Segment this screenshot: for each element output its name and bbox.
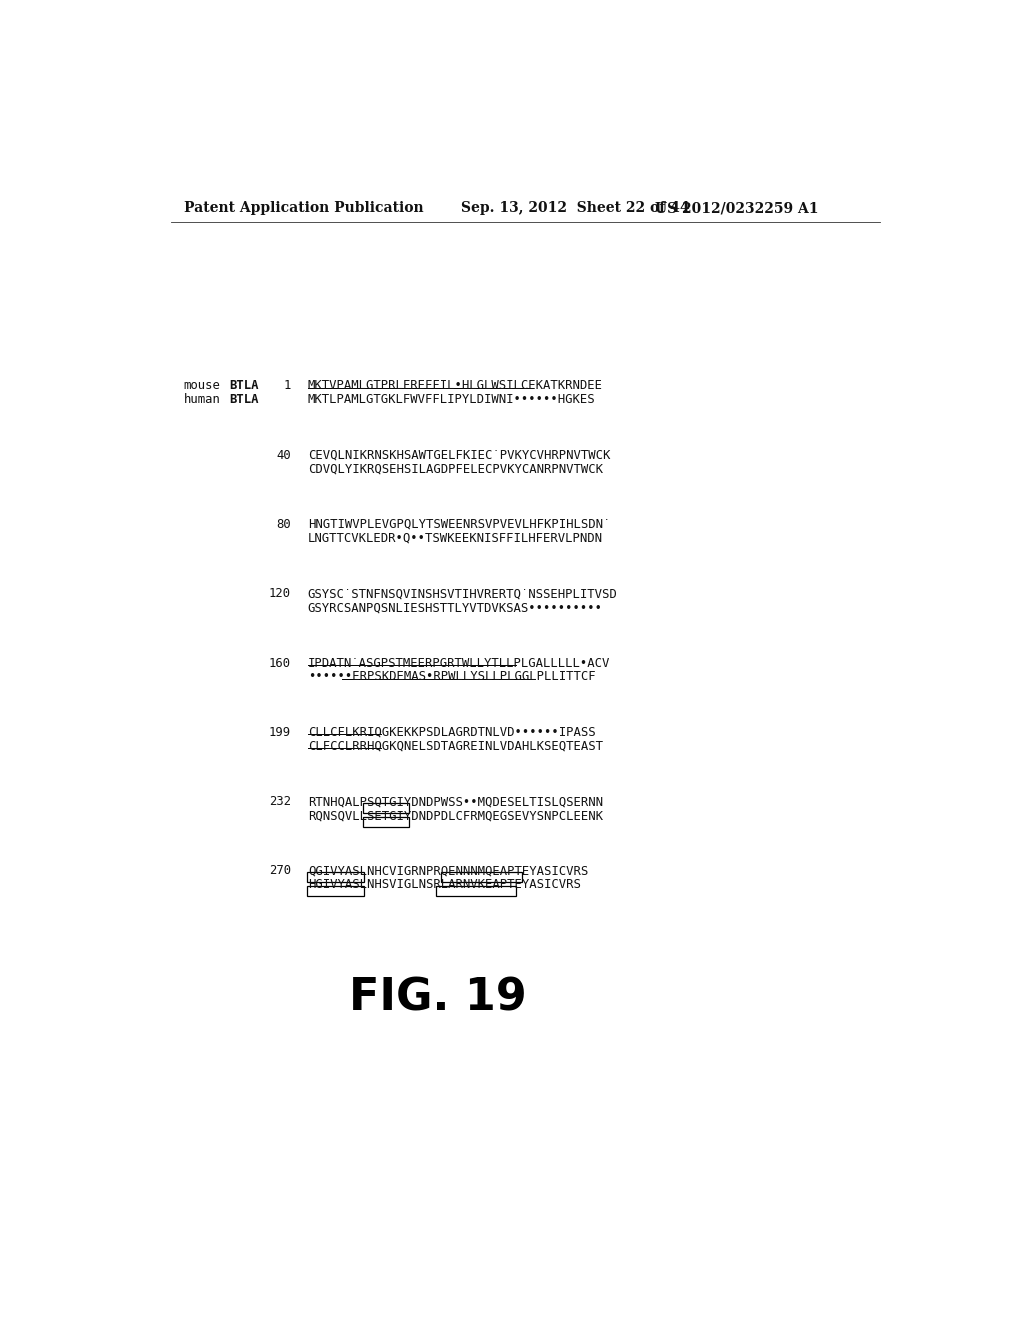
- Text: Patent Application Publication: Patent Application Publication: [183, 202, 424, 215]
- Bar: [362, 803, 410, 813]
- Text: GSYRCSANPQSNLIESHSTTLYVTDVKSAS••••••••••: GSYRCSANPQSNLIESHSTTLYVTDVKSAS••••••••••: [308, 601, 603, 614]
- Text: HGIVYASLNHSVIGLNSRLARNVKEAPTEYASICVRS: HGIVYASLNHSVIGLNSRLARNVKEAPTEYASICVRS: [308, 878, 581, 891]
- Bar: [362, 817, 410, 826]
- Text: 160: 160: [268, 656, 291, 669]
- Text: CLLCFLKRIQGKEKKPSDLAGRDTNLVD••••••IPASS: CLLCFLKRIQGKEKKPSDLAGRDTNLVD••••••IPASS: [308, 726, 595, 739]
- Text: 80: 80: [276, 517, 291, 531]
- Bar: [436, 886, 516, 896]
- Text: FIG. 19: FIG. 19: [349, 977, 527, 1019]
- Text: GSYSĊSTNFNSQVINSHSVTIHVRERTQ̇NSSEHPLITVSD: GSYSĊSTNFNSQVINSHSVTIHVRERTQ̇NSSEHPLITV…: [308, 587, 617, 601]
- Text: BTLA: BTLA: [228, 379, 258, 392]
- Text: 232: 232: [268, 795, 291, 808]
- Text: mouse: mouse: [183, 379, 221, 392]
- Text: CEVQLNIKRNSKHSAWTGELFKIEĊPVKYCVHRPNVTWCK: CEVQLNIKRNSKHSAWTGELFKIEĊPVKYCVHRPNVTWC…: [308, 449, 610, 462]
- Text: MKTVPAMLGTPRLFREFFIL•HLGLWSILCEKATKRNDEE: MKTVPAMLGTPRLFREFFIL•HLGLWSILCEKATKRNDEE: [308, 379, 603, 392]
- Text: CDVQLYIKRQSEHSILAGDPFELECPVKYCANRPNVTWCK: CDVQLYIKRQSEHSILAGDPFELECPVKYCANRPNVTWCK: [308, 462, 603, 475]
- Text: RQNSQVLLSETGIYDNDPDLCFRMQEGSEVYSNPCLEENK: RQNSQVLLSETGIYDNDPDLCFRMQEGSEVYSNPCLEENK: [308, 809, 603, 822]
- Text: ••••••ERPSKDEMAS•RPWLLYSLLPLGGLPLLITTCF: ••••••ERPSKDEMAS•RPWLLYSLLPLGGLPLLITTCF: [308, 671, 595, 684]
- Text: Sep. 13, 2012  Sheet 22 of 44: Sep. 13, 2012 Sheet 22 of 44: [461, 202, 690, 215]
- Text: CLFCCLRRHQGKQNELSDTAGREINLVDAHLKSEQTEAST: CLFCCLRRHQGKQNELSDTAGREINLVDAHLKSEQTEAST: [308, 739, 603, 752]
- Text: 1: 1: [284, 379, 291, 392]
- Bar: [306, 886, 365, 896]
- Text: 40: 40: [276, 449, 291, 462]
- Text: HNGTIWVPLEVGPQLYTSWEENRSVPVEVLHFKPIHLSDṄ: HNGTIWVPLEVGPQLYTSWEENRSVPVEVLHFKPIHLSDN…: [308, 517, 610, 531]
- Text: BTLA: BTLA: [228, 393, 258, 407]
- Text: 270: 270: [268, 865, 291, 878]
- Text: US 2012/0232259 A1: US 2012/0232259 A1: [655, 202, 818, 215]
- Text: QGIVYASLNHCVIGRNPRQENNNMQEAPTEYASICVRS: QGIVYASLNHCVIGRNPRQENNNMQEAPTEYASICVRS: [308, 865, 588, 878]
- Text: MKTLPAMLGTGKLFWVFFLIPYLDIWNI••••••HGKES: MKTLPAMLGTGKLFWVFFLIPYLDIWNI••••••HGKES: [308, 393, 595, 407]
- Text: IPDATṄASGPSTMEERPGRTWLLYTLLPLGALLLLL•ACV: IPDATṄASGPSTMEERPGRTWLLYTLLPLGALLLLL•AC…: [308, 656, 610, 669]
- Text: 199: 199: [268, 726, 291, 739]
- Text: human: human: [183, 393, 221, 407]
- Text: 120: 120: [268, 587, 291, 601]
- Bar: [306, 873, 365, 882]
- Bar: [441, 873, 521, 882]
- Text: LNGTTCVKLEDR•Q••TSWKEEKNISFFILHFERVLPNDN: LNGTTCVKLEDR•Q••TSWKEEKNISFFILHFERVLPNDN: [308, 532, 603, 545]
- Text: RTNHQALPSQTGIYDNDPWSS••MQDESELTISLQSERNN: RTNHQALPSQTGIYDNDPWSS••MQDESELTISLQSERNN: [308, 795, 603, 808]
